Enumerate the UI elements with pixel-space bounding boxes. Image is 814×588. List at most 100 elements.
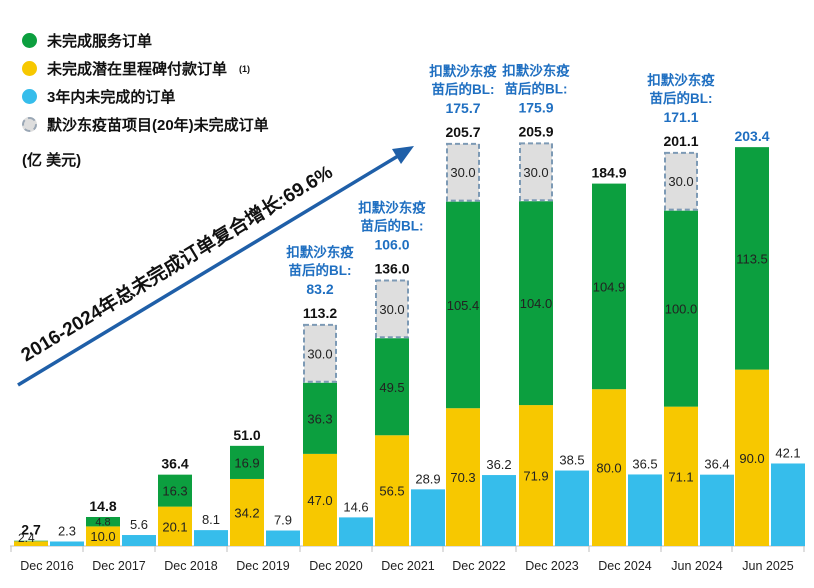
bar-milestone [14,541,48,546]
bar-total: 36.4 [161,456,188,472]
bar-3yr [628,474,662,546]
bar-merck-vaccine [519,142,553,202]
annotation-label: 苗后的BL: [432,81,495,97]
bar-merck-vaccine [375,279,409,339]
bar-total: 113.2 [303,305,337,321]
bar-label-3yr: 7.9 [274,513,292,528]
bar-label-merck: 30.0 [668,174,693,189]
bar-total: 205.9 [518,123,553,139]
bar-label-merck: 30.0 [523,165,548,180]
bar-total: 205.7 [445,124,480,140]
bar-3yr [411,489,445,546]
bar-3yr [700,474,734,546]
bar-milestone [735,369,769,546]
legend-item-milestone: 未完成潜在里程碑付款订单 (1) [22,58,250,79]
annotation-label: 扣默沙东疫 [429,63,497,79]
bar-total: 203.4 [734,128,769,144]
bar-label-merck: 30.0 [379,302,404,317]
bar-merck-vaccine [664,151,698,211]
bar-label-merck: 30.0 [307,346,332,361]
legend-footnote: (1) [239,63,251,74]
annotation-label: 苗后的BL: [289,262,352,278]
bar-label-merck: 30.0 [450,165,475,180]
bar-label-milestone: 2.4 [18,531,35,545]
bar-milestone [230,478,264,546]
annotation-value: 106.0 [374,236,409,252]
annotation-label: 苗后的BL: [650,90,713,106]
bar-total: 136.0 [374,260,409,276]
bar-3yr [482,475,516,546]
bar-service [230,445,264,479]
x-tick-label: Dec 2019 [236,559,290,573]
bar-label-3yr: 5.6 [130,517,148,532]
annotation-label: 苗后的BL: [505,80,568,96]
annotation-label: 扣默沙东疫 [647,72,715,88]
bar-service [735,147,769,370]
x-tick-label: Dec 2017 [92,559,146,573]
annotation-label: 扣默沙东疫 [286,244,354,260]
legend-label: 未完成服务订单 [47,33,153,50]
bar-total: 51.0 [233,427,260,443]
bar-service [14,540,48,542]
bar-label-3yr: 28.9 [415,471,440,486]
dashed-dot-icon [22,117,37,132]
bar-label-3yr: 36.5 [632,456,657,471]
legend-label: 未完成潜在里程碑付款订单 [47,61,228,78]
annotation-value: 175.7 [445,100,480,116]
bar-milestone [375,435,409,546]
bar-label-milestone: 80.0 [596,461,621,476]
bar-service [592,183,626,390]
bar-milestone [446,408,480,546]
bar-milestone [158,506,192,546]
bar-label-service: 16.3 [162,484,187,499]
bar-label-service: 104.0 [520,296,553,311]
unit-label: (亿 美元) [22,152,82,169]
bar-milestone [592,389,626,546]
x-tick-label: Dec 2020 [309,559,363,573]
bar-merck-vaccine [446,142,480,202]
cagr-arrow-line [17,154,399,387]
legend-item-merck: 默沙东疫苗项目(20年)未完成订单 [22,114,269,135]
bar-label-3yr: 14.6 [343,499,368,514]
bar-label-service: 16.9 [234,455,259,470]
annotation-label: 扣默沙东疫 [358,199,426,215]
green-dot-icon [22,33,37,48]
bar-label-service: 49.5 [379,380,404,395]
bar-label-service: 36.3 [307,411,332,426]
bar-merck-vaccine [303,323,337,383]
bar-label-milestone: 10.0 [90,529,115,544]
bar-service [446,201,480,409]
bar-3yr [50,541,84,546]
bar-total: 184.9 [591,165,626,181]
blue-dot-icon [22,89,37,104]
legend-item-service: 未完成服务订单 [22,30,152,51]
annotation-label: 扣默沙东疫 [502,62,570,78]
legend-label: 默沙东疫苗项目(20年)未完成订单 [47,117,269,134]
bar-milestone [664,406,698,546]
bar-total: 14.8 [89,498,116,514]
x-tick-label: Dec 2021 [381,559,435,573]
bar-service [664,210,698,407]
bar-label-milestone: 70.3 [450,470,475,485]
bar-label-3yr: 42.1 [775,445,800,460]
bar-label-service: 100.0 [665,302,698,317]
bar-service [86,516,120,527]
bar-label-3yr: 36.4 [704,457,729,472]
x-tick-label: Dec 2022 [452,559,506,573]
bar-label-milestone: 71.9 [523,469,548,484]
bar-milestone [519,405,553,546]
bar-service [375,338,409,436]
bar-service [158,474,192,507]
legend-item-3yr: 3年内未完成的订单 [22,86,175,107]
bar-label-3yr: 8.1 [202,512,220,527]
bar-label-milestone: 47.0 [307,493,332,508]
bar-label-milestone: 20.1 [162,519,187,534]
bar-label-milestone: 71.1 [668,469,693,484]
bar-3yr [771,463,805,546]
bar-total: 201.1 [663,133,698,149]
x-tick-label: Jun 2024 [671,559,722,573]
x-tick-label: Dec 2018 [164,559,218,573]
bar-milestone [303,453,337,546]
x-tick-label: Dec 2024 [598,559,652,573]
